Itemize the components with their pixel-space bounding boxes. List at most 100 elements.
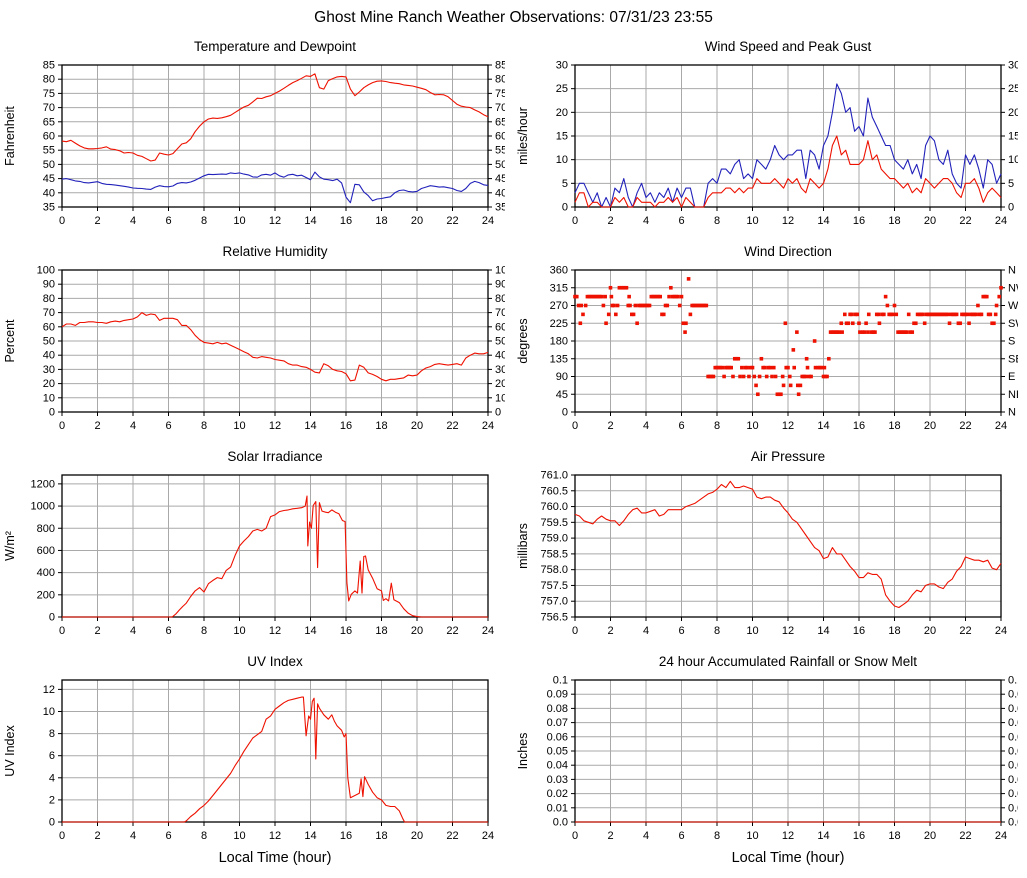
svg-text:758.0: 758.0 bbox=[540, 564, 568, 576]
svg-text:0.08: 0.08 bbox=[1008, 703, 1018, 715]
svg-text:16: 16 bbox=[340, 625, 352, 637]
svg-text:90: 90 bbox=[556, 371, 568, 383]
svg-text:12: 12 bbox=[269, 215, 281, 227]
svg-text:85: 85 bbox=[43, 60, 55, 72]
svg-text:0.05: 0.05 bbox=[547, 746, 568, 758]
svg-text:8: 8 bbox=[714, 625, 720, 637]
svg-text:65: 65 bbox=[43, 116, 55, 128]
svg-text:4: 4 bbox=[49, 772, 55, 784]
svg-text:75: 75 bbox=[43, 88, 55, 100]
svg-text:16: 16 bbox=[853, 625, 865, 637]
svg-text:24: 24 bbox=[482, 830, 494, 842]
svg-text:40: 40 bbox=[495, 187, 505, 199]
svg-text:60: 60 bbox=[43, 321, 55, 333]
svg-text:15: 15 bbox=[1008, 131, 1018, 143]
svg-text:0: 0 bbox=[572, 625, 578, 637]
svg-text:0: 0 bbox=[59, 420, 65, 432]
svg-text:10: 10 bbox=[556, 154, 568, 166]
svg-text:2: 2 bbox=[94, 830, 100, 842]
svg-text:100: 100 bbox=[495, 265, 505, 277]
svg-text:24: 24 bbox=[995, 215, 1007, 227]
svg-text:2: 2 bbox=[607, 625, 613, 637]
chart-temperature-dewpoint: 0 2 4 6 8 10 12 14 16 18 20 22 24 35 35 40 40 45 45 50 50 55 5… bbox=[0, 29, 513, 234]
svg-text:18: 18 bbox=[375, 625, 387, 637]
svg-text:24: 24 bbox=[482, 625, 494, 637]
chart-solar-irradiance: 0 2 4 6 8 10 12 14 16 18 20 22 24 0 200 400 600 800 1000 12… bbox=[0, 439, 513, 644]
svg-text:5: 5 bbox=[562, 178, 568, 190]
svg-text:0: 0 bbox=[49, 612, 55, 624]
svg-text:14: 14 bbox=[304, 625, 316, 637]
svg-text:10: 10 bbox=[746, 830, 758, 842]
svg-text:2: 2 bbox=[49, 794, 55, 806]
svg-text:800: 800 bbox=[37, 523, 55, 535]
svg-text:8: 8 bbox=[714, 420, 720, 432]
svg-text:18: 18 bbox=[888, 420, 900, 432]
svg-text:30: 30 bbox=[1008, 60, 1018, 72]
svg-text:50: 50 bbox=[43, 159, 55, 171]
svg-text:0.08: 0.08 bbox=[547, 703, 568, 715]
svg-text:70: 70 bbox=[43, 102, 55, 114]
svg-text:22: 22 bbox=[446, 215, 458, 227]
svg-text:15: 15 bbox=[556, 131, 568, 143]
svg-text:Local Time (hour): Local Time (hour) bbox=[732, 850, 845, 866]
svg-text:50: 50 bbox=[495, 159, 505, 171]
svg-text:0.02: 0.02 bbox=[547, 788, 568, 800]
svg-text:90: 90 bbox=[495, 279, 505, 291]
svg-text:14: 14 bbox=[304, 420, 316, 432]
svg-text:0: 0 bbox=[59, 625, 65, 637]
svg-text:18: 18 bbox=[375, 420, 387, 432]
svg-text:0: 0 bbox=[572, 215, 578, 227]
svg-text:2: 2 bbox=[94, 215, 100, 227]
svg-text:4: 4 bbox=[130, 830, 136, 842]
svg-text:315: 315 bbox=[550, 282, 568, 294]
svg-text:1200: 1200 bbox=[31, 478, 55, 490]
svg-text:UV Index: UV Index bbox=[3, 725, 17, 777]
svg-text:70: 70 bbox=[43, 307, 55, 319]
svg-text:24: 24 bbox=[995, 420, 1007, 432]
svg-text:20: 20 bbox=[556, 107, 568, 119]
svg-text:Fahrenheit: Fahrenheit bbox=[3, 106, 17, 166]
svg-text:0.1: 0.1 bbox=[553, 675, 568, 687]
svg-text:30: 30 bbox=[43, 364, 55, 376]
svg-text:20: 20 bbox=[411, 625, 423, 637]
svg-text:45: 45 bbox=[556, 389, 568, 401]
svg-text:UV Index: UV Index bbox=[247, 654, 303, 669]
svg-text:0: 0 bbox=[59, 830, 65, 842]
svg-text:20: 20 bbox=[924, 625, 936, 637]
air-pressure-plot: 0 2 4 6 8 10 12 14 16 18 20 22 24756.5757.0757.5758.… bbox=[516, 449, 1007, 637]
svg-text:35: 35 bbox=[495, 202, 505, 214]
svg-text:S: S bbox=[1008, 336, 1015, 348]
svg-text:18: 18 bbox=[375, 830, 387, 842]
svg-text:18: 18 bbox=[888, 625, 900, 637]
svg-text:90: 90 bbox=[43, 279, 55, 291]
svg-text:0.0: 0.0 bbox=[553, 817, 568, 829]
svg-text:0: 0 bbox=[1008, 202, 1014, 214]
svg-text:757.5: 757.5 bbox=[540, 580, 568, 592]
svg-text:759.5: 759.5 bbox=[540, 517, 568, 529]
svg-text:0: 0 bbox=[572, 420, 578, 432]
svg-text:2: 2 bbox=[607, 830, 613, 842]
svg-text:22: 22 bbox=[446, 625, 458, 637]
svg-text:W: W bbox=[1008, 300, 1018, 312]
svg-text:1000: 1000 bbox=[31, 501, 55, 513]
svg-text:4: 4 bbox=[643, 625, 649, 637]
svg-text:Relative Humidity: Relative Humidity bbox=[222, 244, 327, 259]
svg-text:4: 4 bbox=[130, 420, 136, 432]
svg-text:24: 24 bbox=[482, 420, 494, 432]
solar-irradiance-plot: 0 2 4 6 8 10 12 14 16 18 20 22 240200400600800100012… bbox=[3, 449, 494, 637]
svg-text:0: 0 bbox=[59, 215, 65, 227]
svg-text:8: 8 bbox=[201, 215, 207, 227]
svg-text:20: 20 bbox=[924, 830, 936, 842]
svg-text:760.5: 760.5 bbox=[540, 485, 568, 497]
svg-text:24: 24 bbox=[482, 215, 494, 227]
svg-text:225: 225 bbox=[550, 318, 568, 330]
svg-text:360: 360 bbox=[550, 265, 568, 277]
chart-relative-humidity: 0 2 4 6 8 10 12 14 16 18 20 22 24 0 0 10 10 20 20 30 30 40 40 5… bbox=[0, 234, 513, 439]
svg-text:22: 22 bbox=[959, 215, 971, 227]
svg-text:400: 400 bbox=[37, 567, 55, 579]
svg-text:18: 18 bbox=[888, 215, 900, 227]
svg-text:8: 8 bbox=[714, 830, 720, 842]
